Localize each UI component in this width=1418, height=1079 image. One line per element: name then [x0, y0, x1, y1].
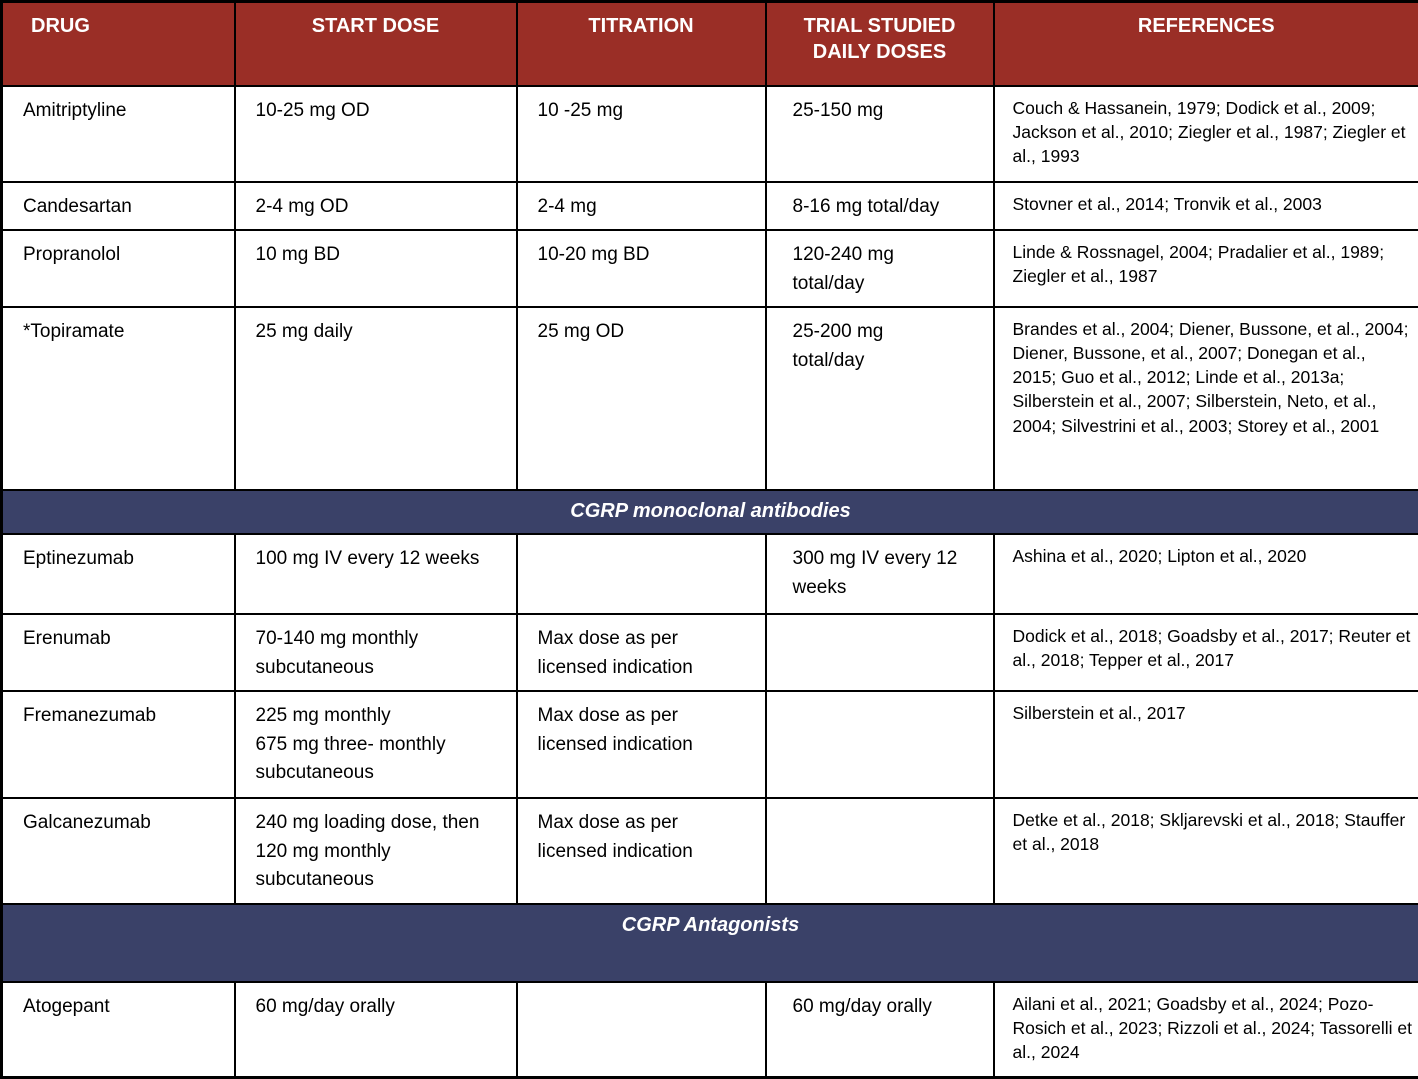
- column-header-references: REFERENCES: [994, 2, 1418, 86]
- titration-cell: 10-20 mg BD: [517, 230, 766, 307]
- start-dose-cell: 25 mg daily: [235, 307, 517, 490]
- column-header-trial-studied-daily-doses: TRIAL STUDIED DAILY DOSES: [766, 2, 994, 86]
- start-dose-cell: 100 mg IV every 12 weeks: [235, 534, 517, 614]
- titration-cell: Max dose as per licensed indication: [517, 614, 766, 691]
- header-row: DRUG START DOSE TITRATION TRIAL STUDIED …: [2, 2, 1418, 86]
- trial-doses-cell: [766, 798, 994, 904]
- references-cell: Ashina et al., 2020; Lipton et al., 2020: [994, 534, 1418, 614]
- column-header-titration: TITRATION: [517, 2, 766, 86]
- references-cell: Silberstein et al., 2017: [994, 691, 1418, 798]
- table-header: DRUG START DOSE TITRATION TRIAL STUDIED …: [2, 2, 1418, 86]
- drug-cell: Fremanezumab: [2, 691, 235, 798]
- references-cell: Stovner et al., 2014; Tronvik et al., 20…: [994, 182, 1418, 231]
- start-dose-cell: 225 mg monthly 675 mg three- monthly sub…: [235, 691, 517, 798]
- references-cell: Linde & Rossnagel, 2004; Pradalier et al…: [994, 230, 1418, 307]
- references-cell: Ailani et al., 2021; Goadsby et al., 202…: [994, 982, 1418, 1078]
- column-header-start-dose: START DOSE: [235, 2, 517, 86]
- titration-cell: Max dose as per licensed indication: [517, 691, 766, 798]
- titration-cell: [517, 534, 766, 614]
- drug-cell: Galcanezumab: [2, 798, 235, 904]
- drug-cell: Propranolol: [2, 230, 235, 307]
- titration-cell: Max dose as per licensed indication: [517, 798, 766, 904]
- trial-doses-cell: 25-200 mg total/day: [766, 307, 994, 490]
- section-divider-row: CGRP Antagonists: [2, 904, 1418, 982]
- drug-cell: Erenumab: [2, 614, 235, 691]
- trial-doses-cell: 25-150 mg: [766, 86, 994, 182]
- start-dose-cell: 60 mg/day orally: [235, 982, 517, 1078]
- drug-cell: Atogepant: [2, 982, 235, 1078]
- drug-cell: Candesartan: [2, 182, 235, 231]
- references-cell: Couch & Hassanein, 1979; Dodick et al., …: [994, 86, 1418, 182]
- section-header-label: CGRP monoclonal antibodies: [2, 490, 1418, 534]
- start-dose-cell: 10-25 mg OD: [235, 86, 517, 182]
- trial-doses-cell: [766, 614, 994, 691]
- references-cell: Brandes et al., 2004; Diener, Bussone, e…: [994, 307, 1418, 490]
- start-dose-cell: 2-4 mg OD: [235, 182, 517, 231]
- trial-doses-cell: 60 mg/day orally: [766, 982, 994, 1078]
- drug-cell: Eptinezumab: [2, 534, 235, 614]
- column-header-drug: DRUG: [2, 2, 235, 86]
- trial-doses-cell: 8-16 mg total/day: [766, 182, 994, 231]
- start-dose-cell: 240 mg loading dose, then 120 mg monthly…: [235, 798, 517, 904]
- titration-cell: [517, 982, 766, 1078]
- trial-doses-cell: [766, 691, 994, 798]
- references-cell: Dodick et al., 2018; Goadsby et al., 201…: [994, 614, 1418, 691]
- start-dose-cell: 10 mg BD: [235, 230, 517, 307]
- titration-cell: 25 mg OD: [517, 307, 766, 490]
- start-dose-cell: 70-140 mg monthly subcutaneous: [235, 614, 517, 691]
- section-divider-row: CGRP monoclonal antibodies: [2, 490, 1418, 534]
- trial-doses-cell: 300 mg IV every 12 weeks: [766, 534, 994, 614]
- section-header-label: CGRP Antagonists: [2, 904, 1418, 982]
- drug-cell: Amitriptyline: [2, 86, 235, 182]
- drug-cell: *Topiramate: [2, 307, 235, 490]
- titration-cell: 2-4 mg: [517, 182, 766, 231]
- references-cell: Detke et al., 2018; Skljarevski et al., …: [994, 798, 1418, 904]
- trial-doses-cell: 120-240 mg total/day: [766, 230, 994, 307]
- titration-cell: 10 -25 mg: [517, 86, 766, 182]
